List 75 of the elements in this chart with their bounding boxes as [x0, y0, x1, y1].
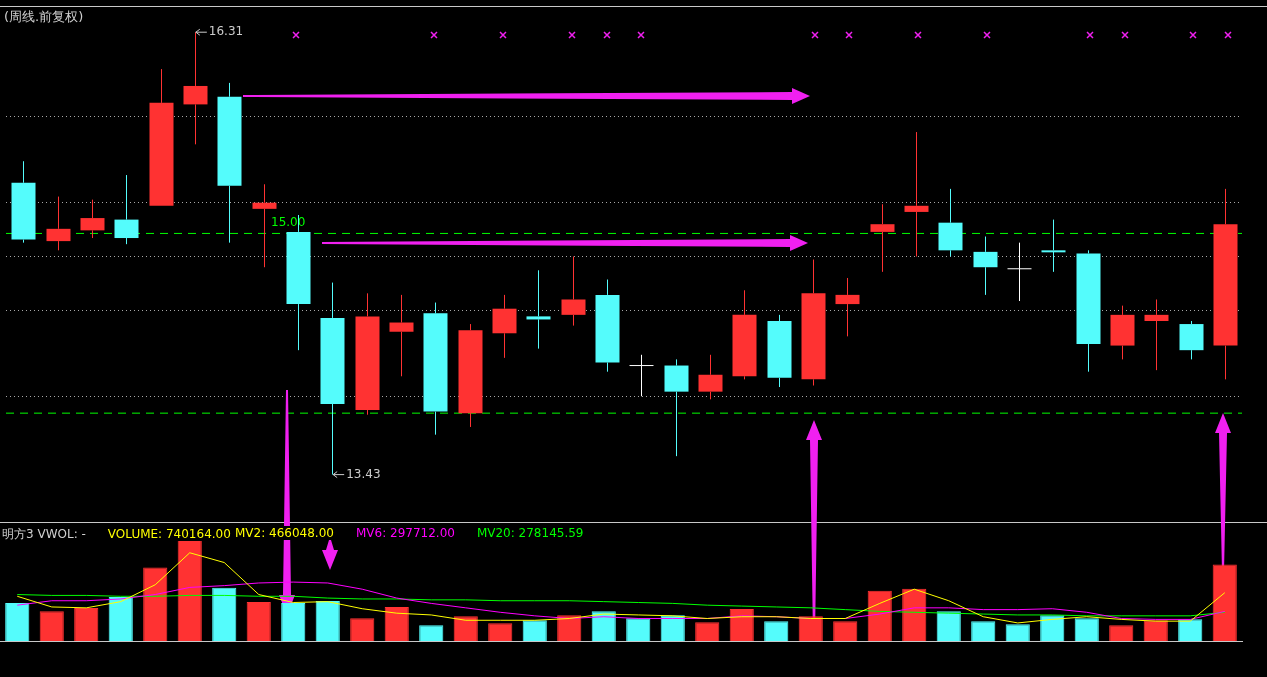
candlestick [217, 82, 242, 244]
candlestick [114, 174, 139, 245]
bar [177, 540, 202, 642]
bar [764, 621, 789, 642]
bar [902, 588, 927, 642]
bar [212, 587, 237, 642]
bar [108, 596, 133, 642]
bar [315, 600, 340, 642]
candlestick [1179, 320, 1204, 360]
candlestick [938, 188, 963, 257]
candlestick [1007, 242, 1032, 302]
candlestick [1110, 305, 1135, 360]
candlestick [870, 203, 895, 273]
bar [798, 616, 823, 642]
candlestick [801, 259, 826, 387]
candlestick [904, 131, 929, 257]
bar [833, 621, 858, 642]
bar [1178, 619, 1203, 642]
bar [557, 615, 582, 642]
bar [729, 609, 754, 642]
bar [246, 602, 271, 642]
candlestick [835, 277, 860, 337]
bar [5, 603, 30, 642]
text: MV2: 466048.00 [235, 526, 334, 540]
bar [971, 621, 996, 642]
candlestick [149, 68, 174, 206]
candlestick [183, 31, 208, 145]
chart-title: (周线.前复权) [4, 8, 84, 26]
candlestick [561, 255, 586, 327]
annotation: 13.43 [346, 466, 381, 481]
bar [453, 616, 478, 642]
candlestick [1144, 298, 1169, 371]
candlestick [595, 279, 620, 373]
candlestick [732, 289, 757, 380]
candlestick [80, 199, 105, 239]
text: MV20: 278145.59 [476, 526, 584, 540]
candlestick [492, 294, 517, 359]
bar [281, 603, 306, 642]
bar [1074, 618, 1099, 642]
candlestick [973, 236, 998, 296]
bar [74, 608, 99, 642]
annotation: 明方3 VWOL: - [2, 527, 86, 541]
candlestick [423, 302, 448, 436]
bar [660, 615, 685, 642]
candlestick [664, 358, 689, 457]
bar [1040, 615, 1065, 642]
bar [867, 590, 892, 642]
annotation: VOLUME: 740164.00 [107, 527, 231, 541]
text: MV6: 297712.00 [355, 526, 455, 540]
candlestick [767, 314, 792, 388]
candlestick [320, 282, 345, 476]
candlestick [46, 196, 71, 251]
bar [522, 620, 547, 642]
candlestick [629, 354, 654, 397]
bar [143, 567, 168, 642]
bar [1005, 624, 1030, 642]
bar [1143, 620, 1168, 642]
candlestick [526, 269, 551, 350]
bar [350, 618, 375, 642]
candlestick [389, 294, 414, 377]
candlestick [458, 323, 483, 428]
bar [419, 625, 444, 642]
candlestick [1076, 249, 1101, 373]
bar [626, 618, 651, 642]
bar [384, 607, 409, 642]
candlestick [11, 160, 36, 244]
candlestick [698, 354, 723, 400]
bar [695, 622, 720, 642]
candlestick [1213, 188, 1238, 380]
candlestick [355, 292, 380, 416]
candlestick [1041, 219, 1066, 273]
bar [1109, 625, 1134, 642]
bar [39, 611, 64, 642]
annotation: 16.31 [208, 24, 244, 39]
bar [936, 611, 961, 642]
